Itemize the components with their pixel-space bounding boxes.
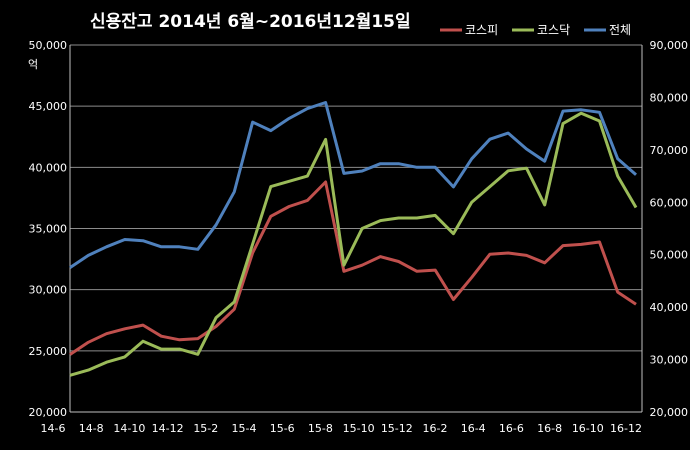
left-tick-label: 35,000	[29, 223, 68, 236]
y-unit-label: 억	[28, 58, 38, 71]
left-tick-label: 30,000	[29, 284, 68, 297]
x-tick-label: 14-10	[113, 422, 145, 435]
x-tick-label: 16-6	[499, 422, 524, 435]
right-tick-label: 80,000	[650, 91, 689, 104]
gridlines	[69, 44, 643, 413]
left-axis-ticks: 20,000 25,000 30,000 35,000 40,000 45,000 50,0…	[29, 39, 68, 419]
series-line-3	[69, 101, 637, 269]
x-tick-label: 16-2	[423, 422, 448, 435]
x-tick-label: 14-8	[79, 422, 104, 435]
x-axis-ticks: 14-6 14-8 14-10 14-12 15-2 15-4 15-6 15-8 15-10 1…	[41, 422, 642, 435]
right-tick-label: 30,000	[650, 354, 689, 367]
x-tick-label: 16-10	[572, 422, 604, 435]
x-tick-label: 15-2	[193, 422, 218, 435]
left-tick-label: 45,000	[29, 100, 68, 113]
x-tick-label: 16-8	[537, 422, 562, 435]
x-tick-label: 14-6	[41, 422, 66, 435]
right-tick-label: 50,000	[650, 249, 689, 262]
series-line-2	[69, 111, 638, 377]
x-tick-label: 16-12	[610, 422, 642, 435]
right-tick-label: 70,000	[650, 144, 689, 157]
right-tick-label: 20,000	[650, 406, 689, 419]
left-tick-label: 20,000	[29, 406, 68, 419]
legend-label: 코스피	[465, 23, 498, 37]
left-tick-label: 50,000	[29, 39, 68, 52]
x-tick-label: 15-10	[343, 422, 375, 435]
right-axis-ticks: 20,000 30,000 40,000 50,000 60,000 70,000 80,0…	[650, 39, 689, 419]
x-tick-label: 15-8	[308, 422, 333, 435]
left-tick-label: 25,000	[29, 345, 68, 358]
legend: 코스피 코스닥 전체	[440, 23, 631, 37]
left-tick-label: 40,000	[29, 161, 68, 174]
x-tick-label: 15-6	[270, 422, 295, 435]
series-lines	[69, 101, 638, 377]
x-tick-label: 15-12	[381, 422, 413, 435]
right-tick-label: 40,000	[650, 301, 689, 314]
x-tick-label: 16-4	[461, 422, 486, 435]
x-tick-label: 14-12	[152, 422, 184, 435]
x-tick-label: 15-4	[232, 422, 257, 435]
series-line-1	[69, 180, 637, 356]
legend-label: 전체	[609, 23, 631, 37]
chart-title: 신용잔고 2014년 6월~2016년12월15일	[90, 12, 411, 32]
right-tick-label: 90,000	[650, 39, 689, 52]
right-tick-label: 60,000	[650, 196, 689, 209]
legend-label: 코스닥	[537, 23, 570, 37]
